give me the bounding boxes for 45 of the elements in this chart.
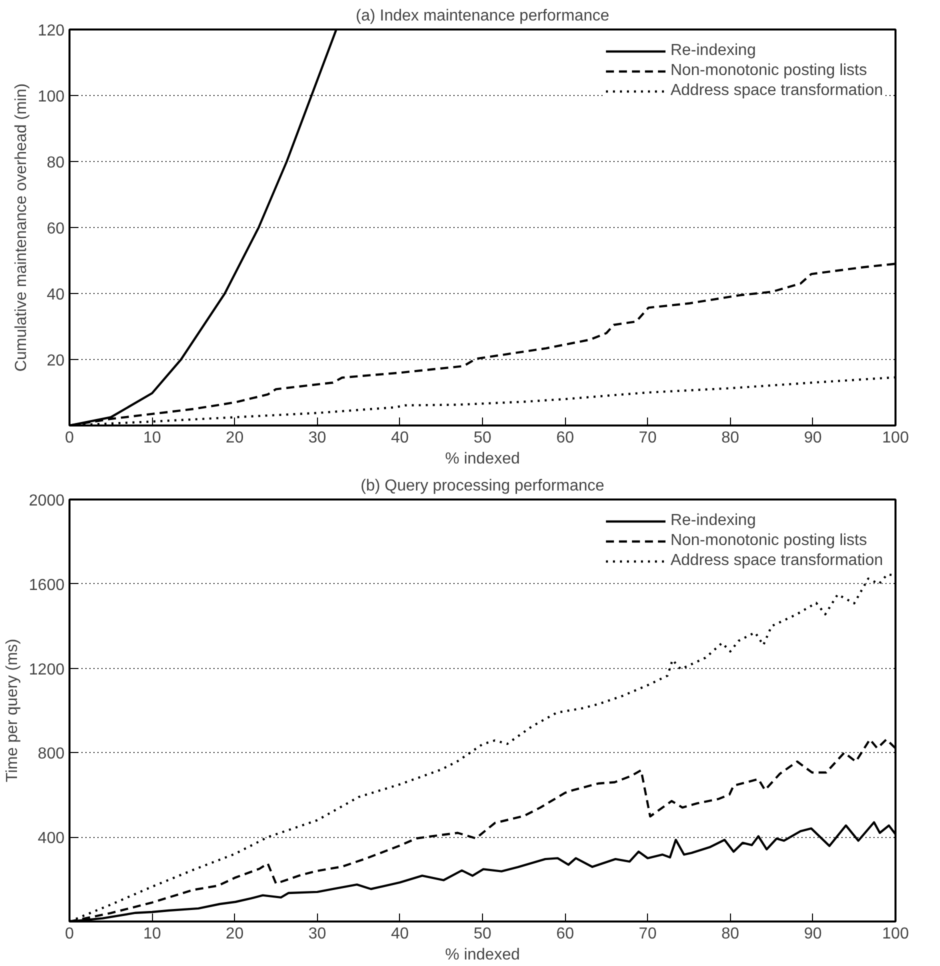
legend-label: Non-monotonic posting lists bbox=[670, 532, 867, 550]
x-axis-title: % indexed bbox=[445, 946, 520, 964]
y-axis-title: Cumulative maintenance overhead (min) bbox=[12, 83, 30, 372]
y-tick-label: 1600 bbox=[28, 576, 65, 594]
x-tick-label: 100 bbox=[882, 926, 909, 942]
x-tick-label: 90 bbox=[804, 926, 822, 942]
x-tick-label: 60 bbox=[556, 430, 574, 446]
x-tick-label: 10 bbox=[143, 926, 162, 942]
x-tick-label: 70 bbox=[638, 926, 657, 942]
x-tick-label: 30 bbox=[308, 430, 326, 446]
y-tick-label: 80 bbox=[46, 154, 65, 172]
x-tick-label: 70 bbox=[638, 430, 657, 446]
y-tick-label: 1200 bbox=[28, 661, 65, 678]
y-tick-label: 40 bbox=[46, 286, 65, 304]
y-tick-label: 800 bbox=[38, 746, 65, 763]
x-tick-label: 80 bbox=[721, 430, 740, 446]
y-tick-label: 100 bbox=[38, 88, 65, 106]
x-tick-label: 100 bbox=[882, 430, 909, 446]
x-tick-label: 90 bbox=[804, 430, 822, 446]
legend-label: Re-indexing bbox=[670, 42, 756, 60]
y-axis-title: Time per query (ms) bbox=[4, 638, 21, 782]
y-tick-label: 20 bbox=[46, 352, 65, 370]
y-tick-label: 400 bbox=[38, 830, 65, 848]
x-tick-label: 10 bbox=[143, 430, 162, 446]
x-tick-label: 80 bbox=[721, 926, 740, 942]
y-tick-label: 60 bbox=[46, 220, 65, 238]
legend-label: Re-indexing bbox=[670, 512, 756, 530]
x-axis-title: % indexed bbox=[445, 450, 520, 468]
legend-label: Address space transformation bbox=[670, 82, 883, 100]
x-tick-label: 20 bbox=[226, 926, 244, 942]
x-tick-label: 40 bbox=[391, 430, 409, 446]
chart-title: (b) Query processing performance bbox=[360, 478, 604, 494]
x-tick-label: 60 bbox=[556, 926, 574, 942]
x-tick-label: 40 bbox=[391, 926, 409, 942]
chart-title: (a) Index maintenance performance bbox=[356, 8, 610, 24]
legend-label: Non-monotonic posting lists bbox=[670, 62, 867, 80]
x-tick-label: 20 bbox=[226, 430, 244, 446]
y-tick-label: 2000 bbox=[28, 492, 65, 510]
x-tick-label: 50 bbox=[474, 926, 492, 942]
x-tick-label: 0 bbox=[65, 430, 74, 446]
legend-label: Address space transformation bbox=[670, 552, 883, 570]
x-tick-label: 50 bbox=[474, 430, 492, 446]
x-tick-label: 0 bbox=[65, 926, 74, 942]
y-tick-label: 120 bbox=[38, 22, 65, 40]
x-tick-label: 30 bbox=[308, 926, 326, 942]
